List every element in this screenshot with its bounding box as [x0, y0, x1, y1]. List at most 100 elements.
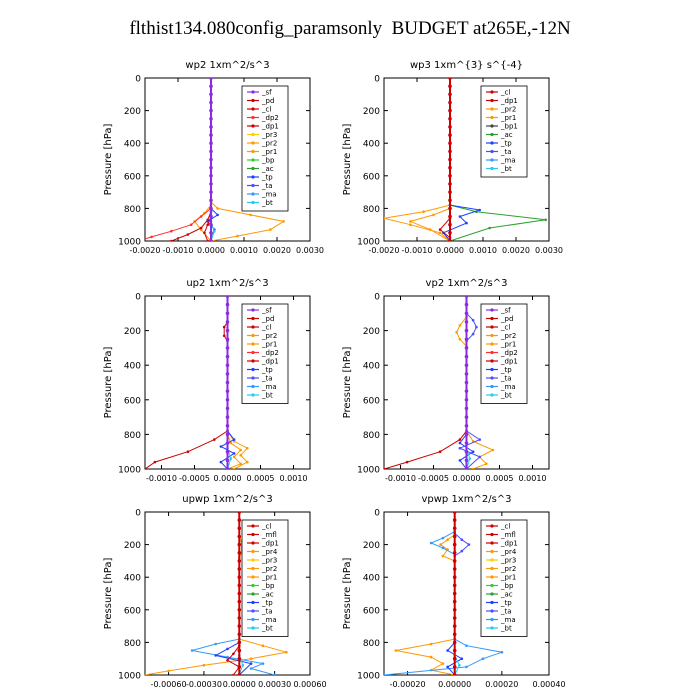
data-point	[209, 190, 213, 194]
data-point	[214, 642, 217, 646]
legend-marker	[490, 149, 494, 154]
data-point	[439, 543, 442, 546]
data-point	[209, 198, 213, 203]
data-point	[225, 320, 230, 324]
data-point	[225, 406, 230, 411]
legend-label: _ta	[261, 375, 273, 383]
legend-label: _bt	[500, 165, 512, 173]
data-point	[209, 78, 213, 80]
legend-marker	[251, 609, 255, 613]
data-point	[448, 100, 452, 105]
x-tick-label: 0.0020	[263, 246, 291, 255]
legend-box	[241, 519, 289, 637]
y-axis-label: Pressure [hPa]	[342, 558, 353, 630]
data-point	[225, 432, 230, 437]
data-point	[452, 656, 457, 661]
series-line-ma	[191, 512, 275, 675]
data-point	[452, 542, 457, 547]
data-point	[448, 125, 452, 129]
plot-frame	[144, 511, 311, 676]
legend-marker	[490, 592, 494, 596]
x-tick-label: 0.0000	[436, 246, 464, 255]
data-point	[237, 648, 242, 653]
legend-marker	[251, 175, 255, 179]
data-point	[237, 542, 242, 547]
data-point	[167, 669, 170, 673]
data-point	[202, 663, 206, 667]
data-point	[441, 546, 445, 550]
data-point	[225, 467, 230, 469]
data-point	[465, 665, 468, 669]
legend-label: _dp1	[500, 97, 518, 105]
data-point	[209, 117, 213, 121]
legend-marker	[490, 115, 494, 120]
legend-label: _dp2	[261, 349, 279, 357]
y-tick-label: 600	[124, 606, 141, 616]
legend-marker	[490, 376, 494, 380]
data-point	[452, 599, 457, 604]
chart-panel-3: up2 1xm^2/s^3 Pressure [hPa] 0 200 400 600 800…	[103, 278, 311, 483]
x-tick-label: -0.0010	[146, 474, 177, 483]
data-point	[229, 441, 233, 445]
y-tick-label: 0	[374, 75, 380, 85]
y-tick-label: 800	[124, 431, 141, 441]
y-tick-label: 1000	[357, 238, 380, 248]
data-point	[225, 372, 230, 376]
legend-box	[241, 85, 289, 212]
y-tick-label: 1000	[118, 466, 141, 476]
legend-label: _sf	[500, 307, 511, 315]
legend-label: _bp1	[500, 123, 518, 131]
data-point	[458, 459, 462, 462]
data-point	[232, 455, 236, 459]
y-tick-label: 1000	[357, 466, 380, 476]
legend-label: _dp2	[261, 114, 279, 122]
data-point	[448, 190, 452, 194]
data-point	[464, 328, 469, 333]
plot-frame	[383, 511, 550, 676]
data-point	[460, 657, 464, 660]
legend-label: _cl	[261, 523, 271, 531]
data-point	[448, 165, 452, 170]
data-point	[145, 467, 147, 469]
y-tick-label: 600	[124, 396, 141, 406]
data-point	[448, 182, 452, 186]
data-point	[209, 214, 213, 219]
legend-label: _pr3	[500, 557, 516, 565]
panel-title: up2 1xm^2/s^3	[186, 278, 268, 289]
data-point	[209, 231, 213, 235]
legend-label: _tp	[500, 366, 512, 374]
legend-label: _ma	[261, 191, 277, 199]
data-point	[209, 125, 213, 129]
data-point	[458, 438, 462, 441]
y-tick-label: 400	[363, 362, 380, 372]
data-point	[452, 526, 457, 531]
data-point	[232, 438, 236, 441]
data-point	[446, 665, 449, 669]
series-line-dp1	[171, 78, 212, 241]
data-point	[458, 663, 461, 667]
data-point	[464, 398, 469, 402]
x-tick-label: 0.0030	[535, 246, 563, 255]
x-tick-label: -0.0010	[163, 246, 194, 255]
data-point	[452, 551, 457, 555]
data-point	[485, 462, 488, 466]
legend-label: _pd	[261, 97, 274, 105]
legend-marker	[251, 376, 255, 380]
data-point	[438, 228, 442, 231]
legend-label: _ta	[261, 182, 273, 190]
legend-marker	[490, 541, 494, 545]
legend-label: _ma	[500, 383, 516, 391]
legend-marker	[251, 200, 255, 205]
data-point	[452, 575, 457, 579]
plot-frame	[383, 77, 550, 242]
x-tick-label: 0.0010	[519, 474, 547, 483]
data-point	[467, 543, 471, 546]
data-point	[170, 229, 173, 233]
data-point	[237, 567, 242, 571]
legend-label: _pr4	[500, 548, 517, 556]
legend-label: _ac	[261, 165, 274, 173]
data-point	[464, 467, 469, 469]
legend-marker	[251, 90, 255, 94]
x-tick-label: 0.00000	[223, 680, 256, 689]
data-point	[249, 213, 252, 217]
